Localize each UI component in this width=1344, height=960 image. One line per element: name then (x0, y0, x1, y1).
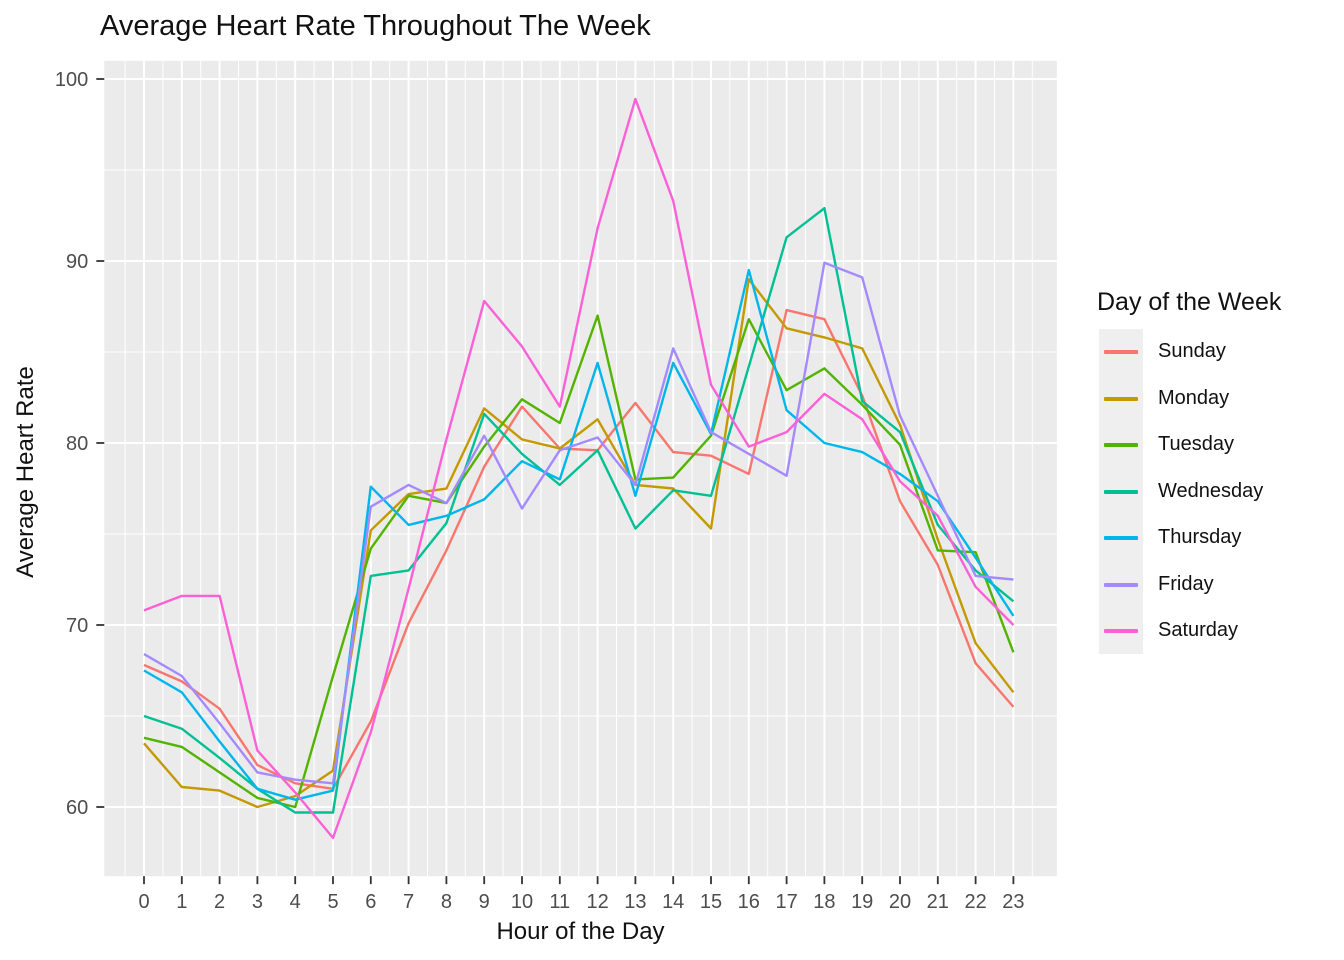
legend-key-line-saturday (1104, 629, 1138, 633)
x-tick-label: 1 (176, 891, 187, 913)
y-axis-title: Average Heart Rate (12, 366, 39, 578)
x-tick-label: 13 (624, 891, 646, 913)
series-friday (143, 261, 1014, 785)
x-tick-label: 11 (549, 891, 570, 913)
x-tick-label: 22 (964, 891, 986, 913)
axis-ticks (96, 78, 1015, 885)
legend-key-line-monday (1104, 396, 1138, 401)
legend-label-saturday: Saturday (1158, 619, 1239, 641)
legend-label-sunday: Sunday (1158, 340, 1226, 362)
y-tick-label: 80 (66, 433, 88, 455)
series-wednesday (143, 206, 1015, 814)
x-tick-label: 4 (290, 891, 301, 913)
x-tick-label: 8 (441, 891, 452, 913)
x-tick-label: 20 (889, 891, 911, 913)
legend-key-line-sunday (1104, 350, 1138, 354)
y-tick-labels: 60 70 80 90 100 (55, 69, 88, 819)
x-tick-label: 12 (586, 891, 608, 913)
x-tick-label: 14 (662, 891, 684, 913)
legend-label-friday: Friday (1158, 572, 1214, 595)
y-tick-label: 90 (66, 251, 88, 273)
x-tick-label: 0 (138, 891, 149, 913)
gridlines-major (104, 60, 1057, 877)
legend-title: Day of the Week (1097, 288, 1282, 316)
x-tick-label: 23 (1002, 891, 1024, 913)
series-saturday (143, 97, 1015, 840)
gridlines-minor (104, 60, 1057, 877)
legend-key-line-friday (1104, 582, 1138, 587)
legend-key-line-tuesday (1104, 443, 1138, 447)
x-tick-label: 10 (511, 891, 533, 913)
x-tick-label: 21 (927, 891, 949, 913)
legend-label-monday: Monday (1158, 386, 1230, 409)
x-tick-label: 2 (214, 891, 225, 913)
x-tick-labels: 0 1 2 3 4 5 6 7 8 9 10 11 12 13 14 15 16 17 18 19 20 21 22 23 (138, 891, 1024, 913)
plot-panel (104, 60, 1057, 877)
legend-label-wednesday: Wednesday (1158, 479, 1264, 502)
y-tick-label: 60 (66, 797, 88, 819)
x-axis-title: Hour of the Day (496, 918, 665, 945)
series-tuesday (143, 314, 1015, 809)
series-thursday (143, 268, 1015, 801)
x-tick-label: 7 (403, 891, 414, 913)
x-tick-label: 15 (700, 891, 722, 913)
legend-key-line-wednesday (1104, 489, 1138, 494)
y-tick-label: 100 (55, 69, 88, 91)
y-tick-label: 70 (66, 615, 88, 637)
x-tick-label: 16 (738, 891, 760, 913)
legend-key-line-thursday (1104, 536, 1138, 540)
x-tick-label: 5 (327, 891, 338, 913)
x-tick-label: 3 (252, 891, 263, 913)
x-tick-label: 18 (813, 891, 835, 913)
chart-title: Average Heart Rate Throughout The Week (100, 10, 651, 42)
x-tick-label: 19 (851, 891, 873, 913)
series-sunday (143, 308, 1015, 790)
x-tick-label: 17 (775, 891, 797, 913)
x-tick-label: 9 (479, 891, 490, 913)
legend-label-thursday: Thursday (1158, 526, 1242, 548)
legend-label-tuesday: Tuesday (1158, 433, 1234, 455)
x-tick-label: 6 (365, 891, 376, 913)
